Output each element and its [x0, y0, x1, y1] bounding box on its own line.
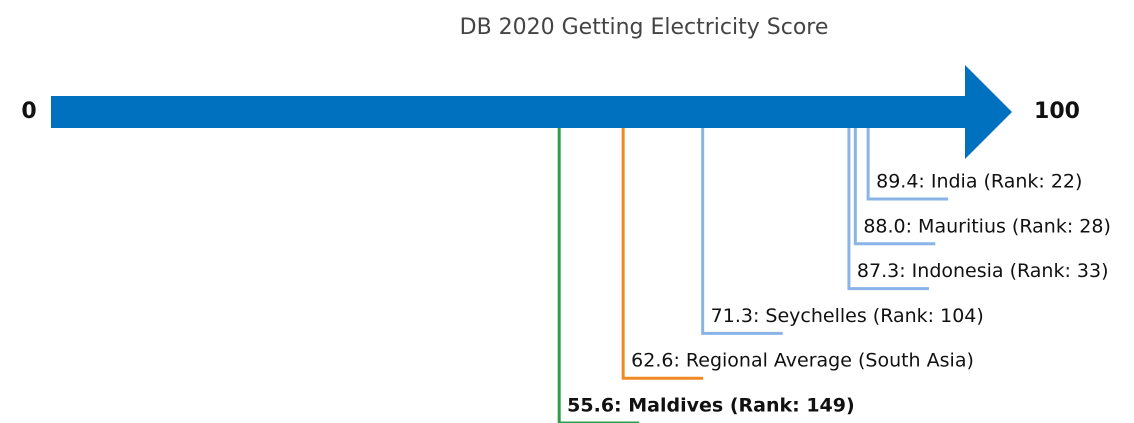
marker-line [847, 128, 929, 291]
marker-line [701, 128, 783, 335]
marker-line [621, 128, 704, 380]
x-tick-label: 100 [1034, 99, 1080, 124]
value-label: 89.4: India (Rank: 22) [876, 171, 1082, 193]
chart-title: DB 2020 Getting Electricity Score [460, 15, 829, 40]
value-label: 87.3: Indonesia (Rank: 33) [857, 260, 1109, 282]
x-tick-label: 0 [21, 99, 36, 124]
marker-line [557, 128, 640, 423]
value-label: 88.0: Mauritius (Rank: 28) [863, 215, 1111, 237]
value-label: 62.6: Regional Average (South Asia) [631, 350, 974, 372]
value-label: 71.3: Seychelles (Rank: 104) [711, 305, 984, 327]
value-label: 55.6: Maldives (Rank: 149) [567, 395, 855, 417]
marker-line [853, 128, 936, 246]
marker-line [866, 128, 949, 201]
axis-arrow [51, 65, 1012, 159]
